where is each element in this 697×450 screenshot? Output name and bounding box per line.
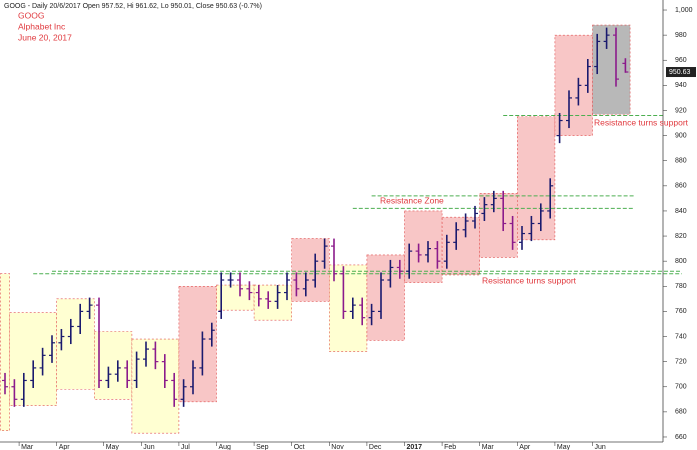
zone <box>9 312 57 406</box>
x-tick-label: Jun <box>143 444 154 450</box>
date: June 20, 2017 <box>18 32 72 42</box>
header: GOOG - Daily 20/6/2017 Open 957.52, Hi 9… <box>4 3 262 10</box>
x-tick-label: Apr <box>519 444 531 450</box>
annotation: Resistance Zone <box>380 195 444 205</box>
y-tick-label: 980 <box>675 32 687 39</box>
x-tick-label: Mar <box>482 444 495 450</box>
y-tick-label: 880 <box>675 158 687 165</box>
x-tick-label: Jun <box>595 444 606 450</box>
x-tick-label: Dec <box>369 444 382 450</box>
x-tick-label: May <box>106 444 120 450</box>
zone <box>253 284 293 321</box>
zone <box>592 24 631 115</box>
x-tick-label: May <box>557 444 571 450</box>
x-tick-label: Oct <box>294 444 305 450</box>
annotation: Resistance turns support <box>594 117 689 127</box>
zones <box>0 24 631 434</box>
zone <box>479 193 518 258</box>
zone <box>328 264 368 352</box>
y-tick-label: 760 <box>675 308 687 315</box>
symbol: GOOG <box>18 10 44 20</box>
company: Alphabet Inc <box>18 21 66 31</box>
y-tick-label: 940 <box>675 82 687 89</box>
zone <box>366 254 405 341</box>
annotation: Resistance turns support <box>482 275 577 285</box>
x-tick-label: Sep <box>256 444 269 450</box>
y-tick-label: 860 <box>675 183 687 190</box>
zone <box>56 298 95 390</box>
price-bars <box>2 27 629 407</box>
y-tick-label: 900 <box>675 132 687 139</box>
zone <box>441 216 481 276</box>
y-tick-label: 960 <box>675 57 687 64</box>
price-tag-bg <box>666 67 696 78</box>
x-tick-label: Aug <box>219 444 232 450</box>
x-tick-label: Feb <box>444 444 456 450</box>
x-tick-label: Jul <box>181 444 190 450</box>
y-tick-label: 740 <box>675 333 687 340</box>
zone <box>404 210 443 283</box>
y-tick-label: 780 <box>675 283 687 290</box>
zone <box>516 116 556 241</box>
x-tick-label: 2017 <box>407 444 423 450</box>
y-tick-label: 660 <box>675 434 687 441</box>
x-tick-label: Mar <box>21 444 34 450</box>
zone <box>291 238 330 302</box>
price-tag: 950.63 <box>669 69 691 76</box>
y-tick-label: 700 <box>675 384 687 391</box>
x-tick-label: Apr <box>59 444 71 450</box>
y-tick-label: 680 <box>675 409 687 416</box>
y-tick-label: 1,000 <box>675 7 693 14</box>
x-tick-label: Nov <box>331 444 344 450</box>
y-tick-label: 800 <box>675 258 687 265</box>
y-tick-label: 820 <box>675 233 687 240</box>
zone <box>94 331 133 400</box>
zone <box>178 285 217 403</box>
zone <box>0 273 10 431</box>
y-tick-label: 920 <box>675 107 687 114</box>
y-tick-label: 720 <box>675 358 687 365</box>
y-tick-label: 840 <box>675 208 687 215</box>
levels <box>33 115 682 275</box>
